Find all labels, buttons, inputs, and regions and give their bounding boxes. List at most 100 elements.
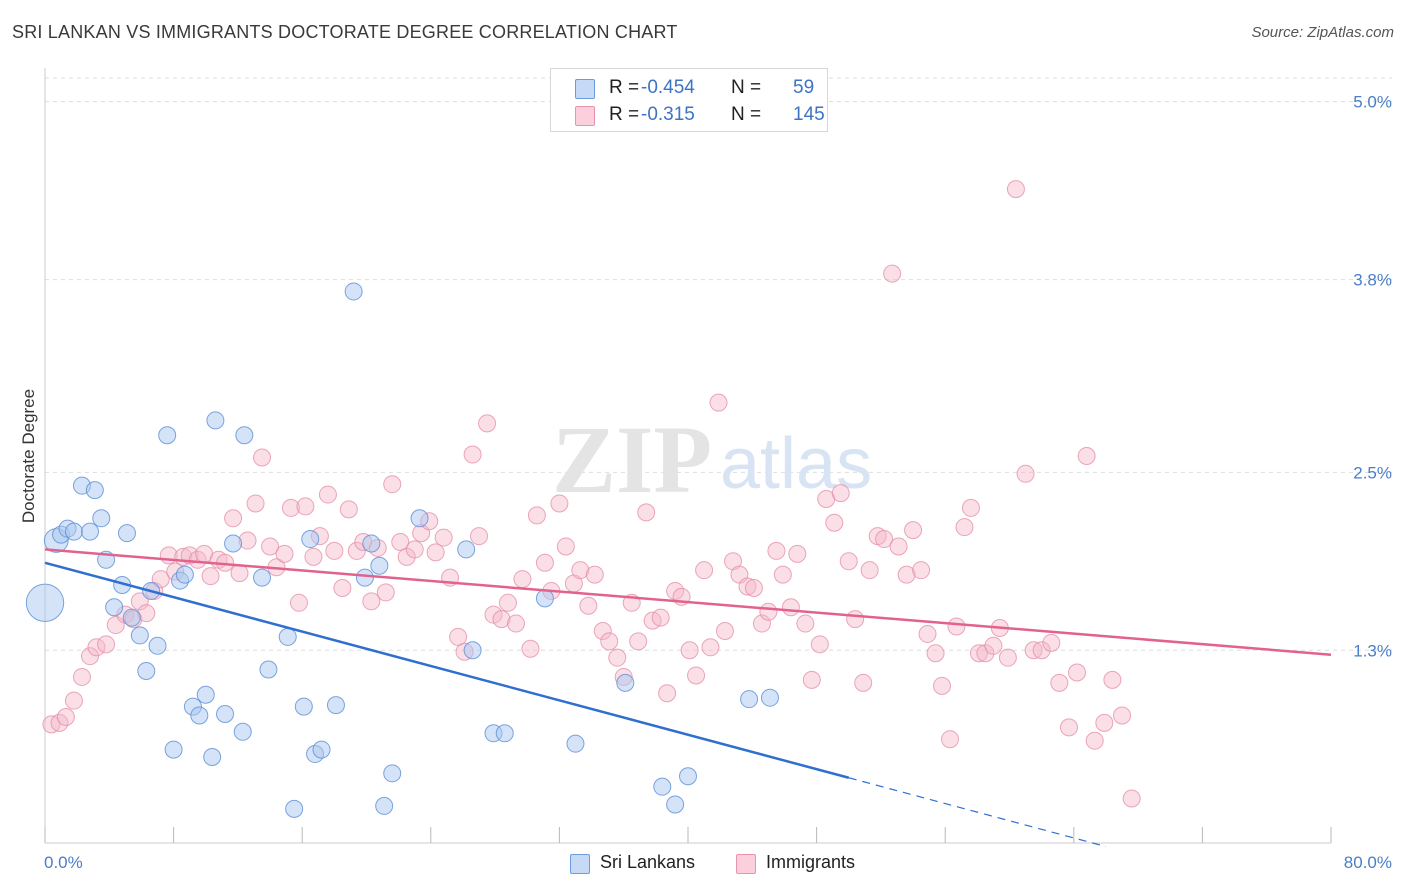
sri-lankans-point <box>196 685 215 704</box>
immigrants-point <box>1085 731 1104 750</box>
immigrants-point <box>238 531 257 550</box>
immigrants-point <box>426 543 445 562</box>
sri-lankans-point <box>235 426 254 445</box>
sri-lankans-point <box>122 608 141 627</box>
immigrants-point <box>1103 670 1122 689</box>
immigrants-point <box>1095 713 1114 732</box>
immigrants-point <box>969 644 988 663</box>
immigrants-point <box>325 541 344 560</box>
sri-lankans-point <box>64 522 83 541</box>
immigrants-point <box>1032 641 1051 660</box>
immigrants-point <box>831 484 850 503</box>
immigrants-trend-line <box>44 548 1332 656</box>
sri-lankans-point <box>653 777 672 796</box>
immigrants-point <box>1006 180 1025 199</box>
legend-label-sri-lankans: Sri Lankans <box>600 852 696 872</box>
chart-title: SRI LANKAN VS IMMIGRANTS DOCTORATE DEGRE… <box>12 22 678 42</box>
sri-lankans-point <box>253 568 272 587</box>
immigrants-point <box>275 544 294 563</box>
immigrants-point <box>984 636 1003 655</box>
sri-lankans-point <box>81 522 100 541</box>
immigrants-point <box>825 513 844 532</box>
immigrants-point <box>796 614 815 633</box>
immigrants-point <box>556 537 575 556</box>
legend-r-label: R = <box>609 104 640 125</box>
immigrants-point <box>498 593 517 612</box>
sri-lankans-point <box>355 568 374 587</box>
immigrants-point <box>1042 633 1061 652</box>
immigrants-point <box>961 498 980 517</box>
immigrants-point <box>492 610 511 629</box>
sri-lankans-point <box>666 795 685 814</box>
grid-lines <box>45 77 1392 651</box>
sri-lankans-point <box>175 565 194 584</box>
immigrants-point <box>883 264 902 283</box>
immigrants-point <box>81 647 100 666</box>
watermark-zip: ZIP <box>552 406 712 513</box>
sri-lankans-point <box>285 799 304 818</box>
sri-lankans-point <box>326 696 345 715</box>
immigrants-point <box>230 564 249 583</box>
immigrants-point <box>405 540 424 559</box>
sri-lankans-point <box>105 598 124 617</box>
immigrants-point <box>304 547 323 566</box>
sri-lankans-point <box>457 540 476 559</box>
immigrants-point <box>261 537 280 556</box>
immigrants-point <box>585 565 604 584</box>
immigrants-point <box>347 541 366 560</box>
tick-labels: 1.3% 2.5% 3.8% 5.0% 0.0% 80.0% <box>44 93 1392 872</box>
immigrants-point <box>383 475 402 494</box>
immigrants-point <box>478 414 497 433</box>
sri-lankans-point <box>85 481 104 500</box>
immigrants-point <box>1016 464 1035 483</box>
immigrants-point <box>376 583 395 602</box>
immigrants-point <box>759 602 778 621</box>
immigrants-point <box>701 638 720 657</box>
immigrants-point <box>839 552 858 571</box>
trend-lines <box>44 548 1332 848</box>
legend-r-value: -0.454 <box>641 77 695 98</box>
sri-lankans-point <box>224 534 243 553</box>
immigrants-point <box>715 621 734 640</box>
immigrants-point <box>550 494 569 513</box>
immigrants-point <box>941 730 960 749</box>
immigrants-point <box>97 635 116 654</box>
sri-lankans-point <box>294 697 313 716</box>
sri-lankans-point <box>740 690 759 709</box>
immigrants-point <box>629 632 648 651</box>
immigrants-point <box>752 614 771 633</box>
immigrants-point <box>788 544 807 563</box>
sri-lankans-point <box>375 796 394 815</box>
immigrants-point <box>1059 718 1078 737</box>
y-axis-label: Doctorate Degree <box>19 389 38 523</box>
immigrants-point <box>506 614 525 633</box>
immigrants-point <box>926 644 945 663</box>
sri-lankans-point <box>370 556 389 575</box>
source-credit: Source: ZipAtlas.com <box>1251 24 1394 41</box>
immigrants-point <box>391 533 410 552</box>
stats-legend: R = -0.454 N = 59 R = -0.315 N = 145 <box>550 68 828 132</box>
sri-lankans-point <box>410 509 429 528</box>
immigrants-point <box>860 561 879 580</box>
axes <box>44 68 1332 844</box>
immigrants-point <box>744 578 763 597</box>
sri-lankans-point <box>233 722 252 741</box>
immigrants-point <box>484 605 503 624</box>
immigrants-point <box>1050 673 1069 692</box>
immigrants-point <box>738 577 757 596</box>
immigrants-point <box>608 648 627 667</box>
legend-swatch-pink <box>736 854 756 874</box>
watermark: ZIP atlas <box>552 406 872 513</box>
immigrants-point <box>56 707 75 726</box>
immigrants-point <box>571 561 590 580</box>
sri-lankans-point <box>158 426 177 445</box>
sri-lankans-point <box>259 660 278 679</box>
immigrants-point <box>802 670 821 689</box>
immigrants-point <box>535 553 554 572</box>
immigrants-point <box>201 567 220 586</box>
sri-lankans-point <box>117 524 136 543</box>
sri-lankans-point <box>301 530 320 549</box>
sri-lankans-trend-line <box>44 561 850 779</box>
immigrants-point <box>463 445 482 464</box>
legend-swatch-blue <box>570 854 590 874</box>
